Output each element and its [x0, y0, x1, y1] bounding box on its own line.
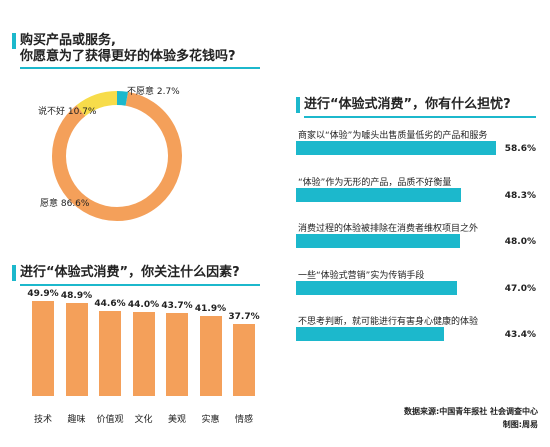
pie-title-accent: [12, 33, 16, 49]
concern-bar-1: [296, 187, 462, 202]
concerns-title-underline: [304, 116, 536, 118]
credit-text: 制图:周易: [502, 420, 538, 429]
concern-label-2: 消费过程的体验被排除在消费者维权项目之外: [298, 224, 479, 234]
concern-value-0: 58.6%: [504, 144, 536, 154]
pie-slice-0: [52, 91, 182, 221]
concerns-title-text: 进行“体验式消费”，你有什么担忧?: [304, 97, 511, 112]
factor-bar-1: [65, 303, 88, 396]
pie-title-underline: [20, 67, 260, 69]
concern-value-1: 48.3%: [504, 190, 536, 201]
concerns-title-accent: [296, 97, 300, 113]
pie-slice-1: [76, 91, 118, 117]
factor-bar-2: [99, 311, 121, 396]
factor-category-2: 价值观: [96, 415, 124, 425]
factor-value-6: 37.7%: [228, 312, 260, 323]
factor-value-2: 44.6%: [94, 299, 126, 310]
factor-bar-0: [32, 301, 54, 396]
pie-label-unsure: 说不好 10.7%: [38, 107, 97, 117]
source-text: 数据来源:中国青年报社 社会调查中心: [404, 407, 538, 416]
concern-value-2: 48.0%: [504, 237, 536, 247]
factor-category-3: 文化: [134, 415, 153, 425]
factor-category-1: 趣味: [67, 415, 86, 425]
concern-bar-4: [296, 327, 445, 341]
concern-value-3: 47.0%: [504, 283, 536, 294]
factor-value-5: 41.9%: [194, 304, 227, 315]
concern-label-1: “体验”作为无形的产品，品质不好衡量: [298, 177, 452, 188]
concern-bar-2: [296, 234, 460, 248]
concern-value-4: 43.4%: [504, 330, 536, 340]
concern-label-4: 不思考判断，就可能进行有害身心健康的体验: [298, 317, 479, 327]
pie-title-line1: 购买产品或服务,: [20, 33, 116, 48]
factor-value-3: 44.0%: [127, 300, 160, 311]
factors-title-accent: [12, 265, 16, 281]
pie-slice-2: [116, 91, 128, 106]
factor-bar-6: [233, 324, 255, 396]
concerns-title: 进行“体验式消费”，你有什么担忧?: [296, 97, 511, 113]
concern-label-3: 一些“体验式营销”实为传销手段: [298, 270, 425, 281]
factors-title-text: 进行“体验式消费”，你关注什么因素?: [20, 265, 240, 280]
pie-title-line2: 你愿意为了获得更好的体验多花钱吗?: [20, 49, 236, 64]
factor-category-4: 美观: [167, 415, 186, 425]
factor-category-0: 技术: [33, 415, 52, 425]
factors-title-underline: [20, 284, 260, 286]
factor-bar-3: [132, 312, 155, 396]
concern-bar-3: [296, 280, 457, 295]
pie-title: 购买产品或服务, 你愿意为了获得更好的体验多花钱吗?: [12, 33, 236, 65]
factor-value-1: 48.9%: [60, 291, 93, 302]
factor-bar-5: [199, 316, 222, 396]
factor-category-6: 情感: [234, 415, 253, 425]
factor-category-5: 实惠: [201, 415, 220, 425]
factor-value-0: 49.9%: [27, 289, 59, 300]
pie-label-yes: 愿意 86.6%: [40, 199, 90, 209]
pie-label-no: 不愿意 2.7%: [127, 87, 180, 97]
concern-bar-0: [296, 141, 497, 155]
factor-value-4: 43.7%: [161, 300, 193, 311]
factor-bar-4: [166, 312, 188, 396]
concern-label-0: 商家以“体验”为噱头出售质量低劣的产品和服务: [298, 131, 488, 141]
factors-title: 进行“体验式消费”，你关注什么因素?: [12, 265, 240, 281]
